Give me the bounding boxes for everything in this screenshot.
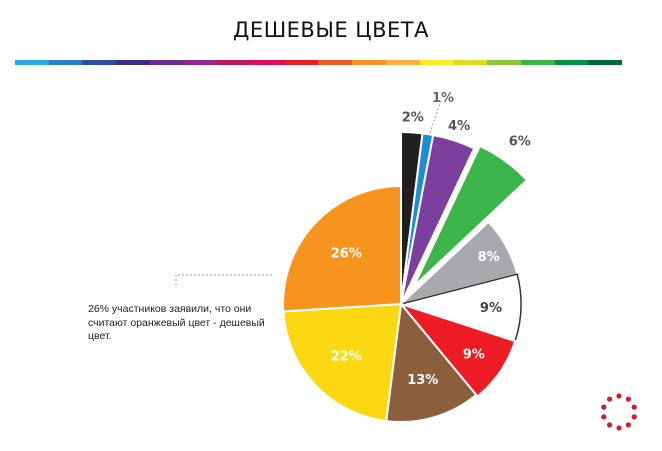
page-title: ДЕШЕВЫЕ ЦВЕТА xyxy=(233,18,429,42)
pie-slice-label: 1% xyxy=(432,91,454,106)
one-percent-leader-line xyxy=(429,99,442,134)
color-strip-segment xyxy=(82,60,117,65)
annotation-text: 26% участников заявили, что они считают … xyxy=(88,303,265,342)
pie-slice-label: 13% xyxy=(407,373,438,388)
color-strip-segment xyxy=(588,60,622,65)
color-strip-segment xyxy=(183,60,218,65)
pie-slice-label: 26% xyxy=(331,247,362,262)
pie-slice xyxy=(400,133,476,305)
color-strip-segment xyxy=(554,60,589,65)
color-strip-segment xyxy=(318,60,353,65)
pie-slice xyxy=(413,144,529,287)
color-strip-segment xyxy=(453,60,488,65)
color-strip-segment xyxy=(520,60,555,65)
color-strip-segment xyxy=(217,60,252,65)
pie-slice-label: 9% xyxy=(463,347,485,362)
pie-slice xyxy=(282,184,402,313)
color-strip-segment xyxy=(149,60,184,65)
color-strip-segment xyxy=(352,60,386,65)
pie-slice xyxy=(398,301,517,398)
color-strip-segment xyxy=(385,60,420,65)
pie-slice-label: 6% xyxy=(509,135,531,150)
color-strip xyxy=(15,60,622,65)
color-strip-segment xyxy=(48,60,83,65)
pie-slice-label: 2% xyxy=(402,110,424,125)
annotation-leader-line xyxy=(175,274,272,285)
pie-slice-label: 22% xyxy=(331,349,362,364)
pie-slice-label: 9% xyxy=(480,301,502,316)
pie-slices xyxy=(282,130,529,423)
pie-slice xyxy=(385,301,478,423)
color-strip-segment xyxy=(419,60,454,65)
pie-labels: 2% 1% 4% 6% 8% 9% 9% 13% 22% 26% xyxy=(331,91,531,388)
color-strip-segment xyxy=(284,60,319,65)
logo-icon xyxy=(601,393,637,431)
color-strip-segment xyxy=(251,60,285,65)
pie-slice xyxy=(282,302,403,423)
color-strip-segment xyxy=(116,60,150,65)
color-strip-segment xyxy=(487,60,521,65)
pie-slice-label: 8% xyxy=(478,250,500,265)
pie-slice-label: 4% xyxy=(448,119,470,134)
color-strip-segment xyxy=(15,60,49,65)
